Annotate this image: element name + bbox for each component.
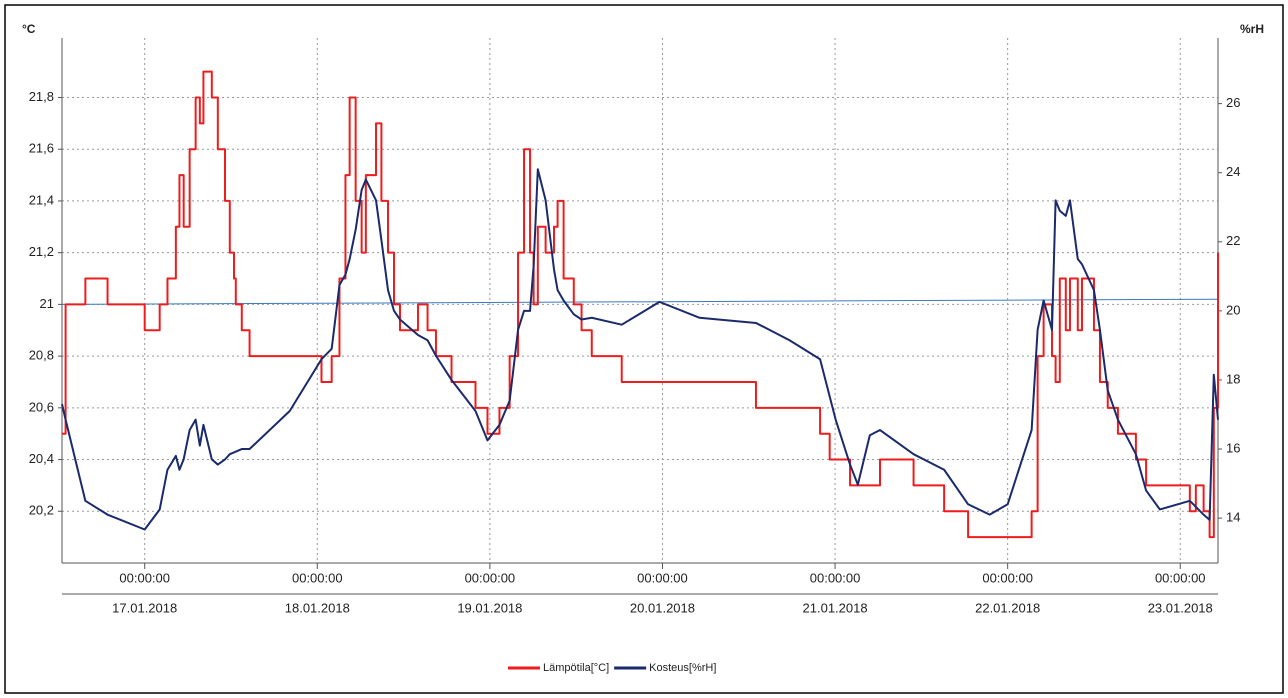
- y-tick-label: 20,4: [29, 451, 54, 466]
- x-tick-label: 00:00:00: [1155, 570, 1206, 585]
- x-date-label: 22.01.2018: [975, 600, 1040, 615]
- y2-unit: %rH: [1240, 22, 1264, 36]
- x-date-label: 20.01.2018: [630, 600, 695, 615]
- y2-tick-label: 20: [1226, 302, 1240, 317]
- legend-label: Kosteus[%rH]: [649, 662, 716, 674]
- y2-tick-label: 22: [1226, 233, 1240, 248]
- x-tick-label: 00:00:00: [292, 570, 343, 585]
- x-tick-label: 00:00:00: [982, 570, 1033, 585]
- x-date-label: 18.01.2018: [285, 600, 350, 615]
- x-tick-label: 00:00:00: [810, 570, 861, 585]
- x-tick-label: 00:00:00: [465, 570, 516, 585]
- x-date-label: 17.01.2018: [112, 600, 177, 615]
- y-tick-label: 21,8: [29, 89, 54, 104]
- x-tick-label: 00:00:00: [119, 570, 170, 585]
- y-tick-label: 21,4: [29, 192, 54, 207]
- series-line: [61, 168, 1219, 531]
- y2-tick-label: 18: [1226, 371, 1240, 386]
- y-tick-label: 20,2: [29, 503, 54, 518]
- y-tick-label: 21: [40, 296, 54, 311]
- y-tick-label: 21,6: [29, 141, 54, 156]
- x-tick-label: 00:00:00: [637, 570, 688, 585]
- frame: [4, 4, 1284, 694]
- y2-tick-label: 24: [1226, 164, 1240, 179]
- y2-tick-label: 14: [1226, 510, 1240, 525]
- y-tick-label: 21,2: [29, 244, 54, 259]
- y2-tick-label: 26: [1226, 95, 1240, 110]
- series-line: [62, 70, 1219, 539]
- legend-label: Lämpötila[°C]: [543, 662, 609, 674]
- y-unit: °C: [22, 22, 36, 36]
- y-tick-label: 20,8: [29, 348, 54, 363]
- y2-tick-label: 16: [1226, 440, 1240, 455]
- y-tick-label: 20,6: [29, 399, 54, 414]
- reference-line: [61, 298, 1219, 305]
- x-date-label: 23.01.2018: [1148, 600, 1213, 615]
- x-date-label: 21.01.2018: [803, 600, 868, 615]
- x-date-label: 19.01.2018: [457, 600, 522, 615]
